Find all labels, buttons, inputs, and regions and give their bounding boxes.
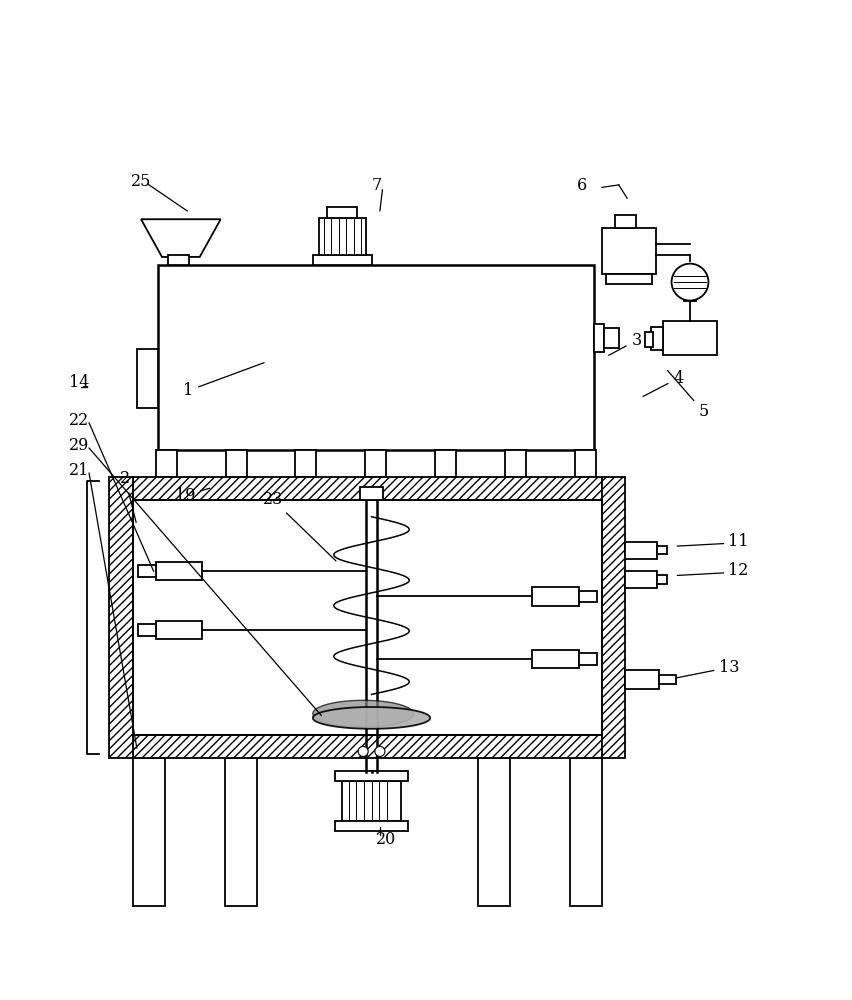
Bar xyxy=(366,450,386,477)
Bar xyxy=(138,624,156,636)
Bar xyxy=(604,328,619,348)
Text: 29: 29 xyxy=(69,437,89,454)
Bar xyxy=(133,477,602,500)
Bar xyxy=(575,450,596,477)
Bar xyxy=(602,228,657,274)
Bar xyxy=(156,621,202,639)
Bar xyxy=(625,571,658,588)
Bar xyxy=(133,758,164,906)
Text: 12: 12 xyxy=(728,562,748,579)
Bar xyxy=(663,321,717,355)
Bar xyxy=(435,450,456,477)
Text: 23: 23 xyxy=(262,491,336,561)
Text: 20: 20 xyxy=(376,831,396,848)
Bar xyxy=(343,781,400,821)
Bar xyxy=(579,591,597,602)
Text: 7: 7 xyxy=(371,177,382,194)
Bar xyxy=(296,450,316,477)
Bar xyxy=(659,675,676,684)
Bar xyxy=(313,255,371,265)
Bar xyxy=(606,274,653,284)
Circle shape xyxy=(358,746,368,756)
Bar xyxy=(109,477,133,758)
Bar xyxy=(138,565,156,577)
Polygon shape xyxy=(141,219,221,257)
Bar xyxy=(156,450,176,477)
Bar xyxy=(579,653,597,665)
Polygon shape xyxy=(313,707,430,729)
Bar xyxy=(614,215,636,228)
Bar xyxy=(226,450,246,477)
Text: 21: 21 xyxy=(69,462,89,479)
Bar xyxy=(137,349,158,408)
Bar xyxy=(645,332,653,347)
Bar xyxy=(532,650,579,668)
Circle shape xyxy=(375,746,385,756)
Bar xyxy=(478,758,509,906)
Text: 22: 22 xyxy=(69,412,89,429)
Bar xyxy=(625,542,658,559)
Bar xyxy=(570,758,602,906)
Bar xyxy=(225,758,256,906)
Circle shape xyxy=(671,264,709,301)
Bar xyxy=(602,477,625,758)
Text: 2: 2 xyxy=(120,470,136,522)
Text: 1: 1 xyxy=(183,363,264,399)
Text: 19: 19 xyxy=(175,487,210,504)
Bar xyxy=(327,207,357,218)
Bar xyxy=(158,265,594,450)
Bar xyxy=(658,546,667,554)
Text: 25: 25 xyxy=(131,173,152,190)
Bar xyxy=(319,218,366,255)
Bar xyxy=(658,575,667,584)
Bar xyxy=(156,562,202,580)
Bar xyxy=(133,500,602,735)
Text: 4: 4 xyxy=(643,370,683,396)
Polygon shape xyxy=(313,700,413,727)
Text: 13: 13 xyxy=(676,659,740,678)
Bar xyxy=(360,487,383,500)
Text: 5: 5 xyxy=(667,371,709,420)
Text: 14: 14 xyxy=(69,374,89,391)
Bar xyxy=(133,735,602,758)
Text: 11: 11 xyxy=(728,533,748,550)
Text: 3: 3 xyxy=(608,332,642,355)
Bar xyxy=(336,771,407,781)
Bar xyxy=(651,327,663,350)
Bar xyxy=(168,255,189,265)
Bar xyxy=(336,821,407,831)
Bar xyxy=(625,670,659,689)
Bar xyxy=(594,324,604,352)
Bar xyxy=(505,450,526,477)
Text: 6: 6 xyxy=(577,177,587,194)
Bar xyxy=(532,587,579,606)
